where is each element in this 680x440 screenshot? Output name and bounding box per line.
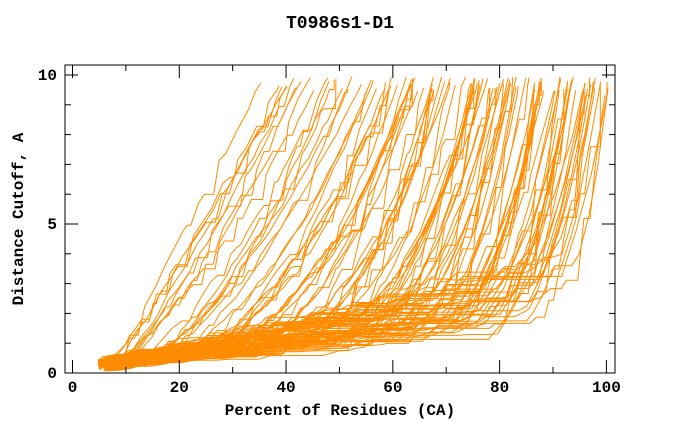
model-curve <box>98 90 544 365</box>
y-tick-labels: 0 5 10 <box>38 67 57 383</box>
model-curve <box>98 85 288 365</box>
y-tick-label: 5 <box>47 216 57 234</box>
model-curve <box>105 83 586 365</box>
y-axis-label: Distance Cutoff, A <box>10 132 28 306</box>
model-curve <box>99 82 586 370</box>
model-curve <box>99 88 596 366</box>
model-curve <box>105 81 594 369</box>
x-axis-label: Percent of Residues (CA) <box>224 402 456 420</box>
model-curve <box>107 77 596 371</box>
plot-frame <box>64 64 616 374</box>
chart-title: T0986s1-D1 <box>285 14 395 34</box>
x-tick-label: 80 <box>490 379 509 397</box>
model-curve <box>109 88 571 366</box>
x-tick-label: 0 <box>68 379 78 397</box>
model-curve <box>107 81 569 368</box>
model-curve <box>114 78 295 366</box>
x-tick-label: 40 <box>276 379 295 397</box>
y-tick-label: 10 <box>38 67 57 85</box>
model-curve <box>103 79 573 371</box>
x-tick-label: 60 <box>383 379 402 397</box>
axis-ticks <box>65 65 615 374</box>
y-tick-label: 0 <box>47 365 57 383</box>
model-curve <box>114 84 592 365</box>
model-curve <box>100 77 311 371</box>
x-tick-label: 100 <box>592 379 621 397</box>
x-tick-label: 20 <box>170 379 189 397</box>
model-curve <box>105 83 572 371</box>
model-curves <box>97 76 609 372</box>
model-curve <box>114 81 601 370</box>
model-curve <box>108 85 280 365</box>
model-curve <box>102 84 601 367</box>
model-curve <box>107 91 608 370</box>
x-tick-labels: 0 20 40 60 80 100 <box>68 379 621 397</box>
model-curve <box>108 82 262 366</box>
